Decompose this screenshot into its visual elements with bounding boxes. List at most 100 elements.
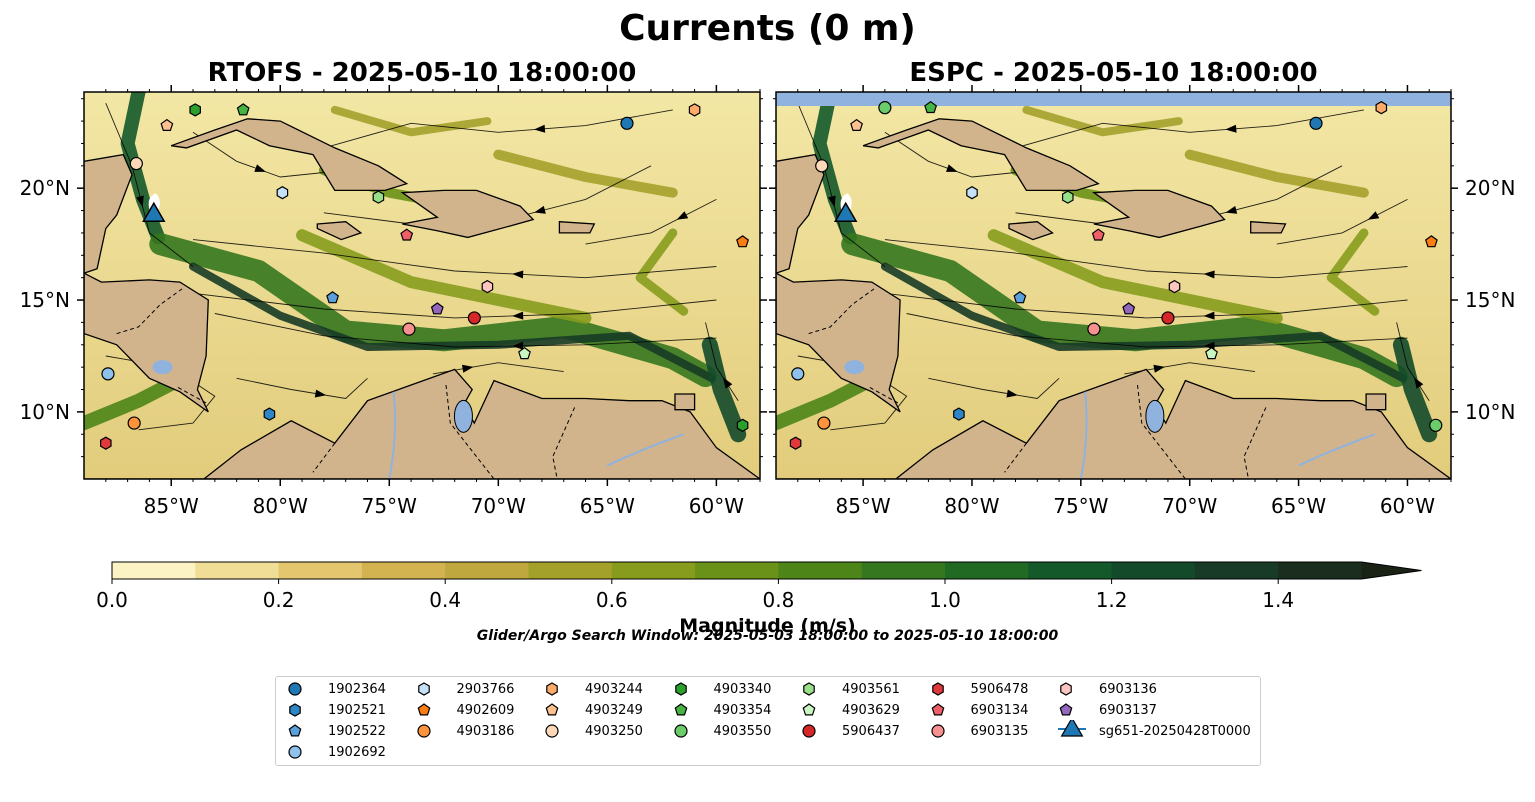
float-marker-4903354 [924, 100, 938, 114]
jamaica-land [316, 221, 363, 241]
colorbar-tick-label: 1.4 [1262, 588, 1294, 612]
rtofs-panel-title: RTOFS - 2025-05-10 18:00:00 [207, 58, 637, 88]
streamline-arrow [254, 164, 266, 172]
current-band [296, 229, 592, 324]
river [1298, 433, 1376, 467]
trinidad-land [1365, 393, 1387, 411]
streamline-arrow [314, 389, 327, 398]
current-band [1392, 336, 1438, 443]
colorbar-segment [778, 562, 863, 579]
legend-marker-icon [803, 682, 815, 696]
legend-item: 6903137 [1057, 701, 1157, 719]
platform-legend: 1902364 1902521 1902522 1902692 2903766 49026… [275, 676, 1261, 766]
map-frame [83, 91, 761, 480]
country-border [445, 384, 495, 479]
legend-item: 1902522 [286, 722, 386, 740]
legend-item: 4903249 [543, 701, 643, 719]
legend-symbol [674, 682, 687, 696]
legend-symbol [288, 682, 302, 696]
puerto-rico-land [1250, 221, 1287, 234]
map-frame [775, 91, 1452, 480]
current-band [987, 229, 1283, 324]
river [1079, 391, 1088, 479]
current-band [493, 149, 678, 198]
legend-label: 4903354 [713, 702, 772, 718]
float-marker-4903186 [127, 416, 141, 430]
colorbar-tick-label: 0.0 [96, 588, 128, 612]
float-marker-4903550 [878, 101, 892, 115]
lon-tick-label: 60°W [689, 494, 744, 518]
streamline-arrow [1006, 389, 1018, 398]
legend-marker-icon [416, 724, 431, 738]
lake-maracaibo [453, 399, 473, 433]
current-band [189, 262, 716, 383]
country-border [869, 386, 899, 404]
legend-marker-icon [1058, 720, 1086, 737]
colorbar-tick-label: 0.8 [762, 588, 794, 612]
legend-label: 4903629 [842, 702, 900, 718]
magnitude-colorbar: 0.0 0.2 0.4 0.6 0.8 1.0 1.2 1.4 [96, 561, 1422, 612]
jamaica-land [1008, 221, 1054, 241]
streamline-arrow [512, 341, 524, 350]
float-marker-4903250 [129, 156, 143, 171]
streamline-arrow [828, 195, 836, 208]
legend-symbol [417, 703, 430, 716]
lat-tick-label: 20°N [20, 176, 70, 200]
float-marker-1902521 [953, 407, 965, 421]
legend-marker-icon [289, 703, 301, 717]
lon-tick-label: 70°W [1162, 494, 1217, 518]
streamline [884, 292, 1408, 319]
country-border [312, 442, 336, 473]
colorbar-segment [1194, 562, 1279, 579]
legend-symbol [545, 724, 559, 738]
central-america-land [776, 272, 901, 413]
streamline-arrow [946, 164, 958, 172]
legend-marker-icon [1060, 682, 1072, 696]
streamline-arrow [1225, 205, 1238, 214]
colorbar-segment [695, 562, 779, 579]
streamline [214, 313, 717, 348]
river [606, 433, 685, 467]
legend-symbol [1059, 703, 1073, 716]
lon-tick-label: 80°W [253, 494, 308, 518]
glider-marker [142, 201, 166, 223]
trinidad-land [674, 393, 696, 411]
streamline-arrow [534, 124, 546, 133]
legend-symbol [803, 682, 815, 696]
espc-map-panel: 85°W 80°W 75°W 70°W 65°W 60°W 20°N 15°N 10°N [769, 85, 1515, 518]
float-marker-1902521 [263, 407, 276, 421]
cuba-land [862, 118, 1100, 192]
legend-marker-icon [674, 703, 687, 716]
streamline [1276, 198, 1408, 245]
legend-label: 5906437 [842, 723, 900, 739]
legend-item: sg651-20250428T0000 [1057, 720, 1251, 740]
legend-symbol [546, 682, 558, 696]
legend-marker-icon [930, 724, 945, 738]
colorbar-segment [361, 562, 446, 579]
float-marker-1902522 [1013, 291, 1027, 304]
float-marker-5906478 [789, 436, 802, 450]
legend-item: 4903186 [415, 722, 514, 740]
legend-item: 4902609 [415, 701, 514, 719]
rtofs-map-panel: 85°W 80°W 75°W 70°W 65°W 60°W 20°N 15°N 10°N [20, 85, 767, 518]
legend-triangle [1060, 720, 1084, 737]
colorbar-segment [1278, 562, 1362, 579]
colorbar-tick-label: 1.2 [1096, 588, 1128, 612]
legend-symbol [674, 703, 687, 716]
colorbar-tick-label: 1.0 [929, 588, 961, 612]
legend-label: sg651-20250428T0000 [1099, 723, 1251, 739]
legend-marker-icon [288, 745, 302, 759]
float-marker-4903561 [1061, 190, 1074, 204]
current-band [1184, 149, 1369, 198]
float-marker-4903249 [850, 118, 864, 131]
float-marker-6903136 [1168, 279, 1181, 294]
float-marker-4902609 [1424, 235, 1438, 248]
lake-maracaibo [1145, 399, 1165, 433]
legend-label: 6903134 [970, 702, 1029, 718]
float-marker-2903766 [276, 186, 289, 200]
lat-tick-label: 15°N [1465, 288, 1515, 312]
legend-label: 1902521 [328, 702, 386, 718]
streamline-arrow [1203, 311, 1215, 320]
legend-marker-icon [802, 724, 816, 738]
